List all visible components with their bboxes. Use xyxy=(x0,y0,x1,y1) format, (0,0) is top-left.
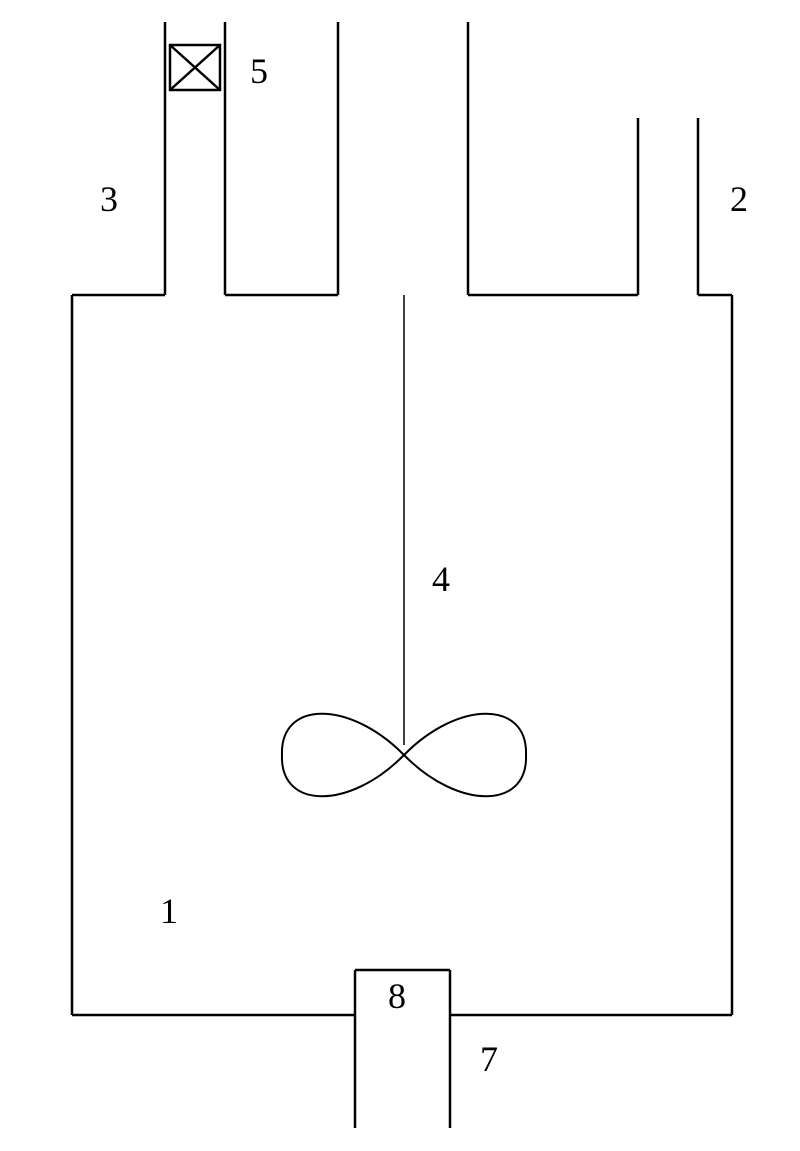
left-port xyxy=(165,22,225,295)
label-1: 1 xyxy=(160,890,178,932)
right-port xyxy=(638,118,698,295)
center-port xyxy=(338,22,468,295)
label-4: 4 xyxy=(432,558,450,600)
label-2: 2 xyxy=(730,178,748,220)
label-5: 5 xyxy=(250,50,268,92)
valve-icon xyxy=(170,45,220,90)
label-8: 8 xyxy=(388,975,406,1017)
label-3: 3 xyxy=(100,178,118,220)
reactor-diagram: 1 2 3 4 5 7 8 xyxy=(0,0,800,1146)
label-7: 7 xyxy=(480,1038,498,1080)
